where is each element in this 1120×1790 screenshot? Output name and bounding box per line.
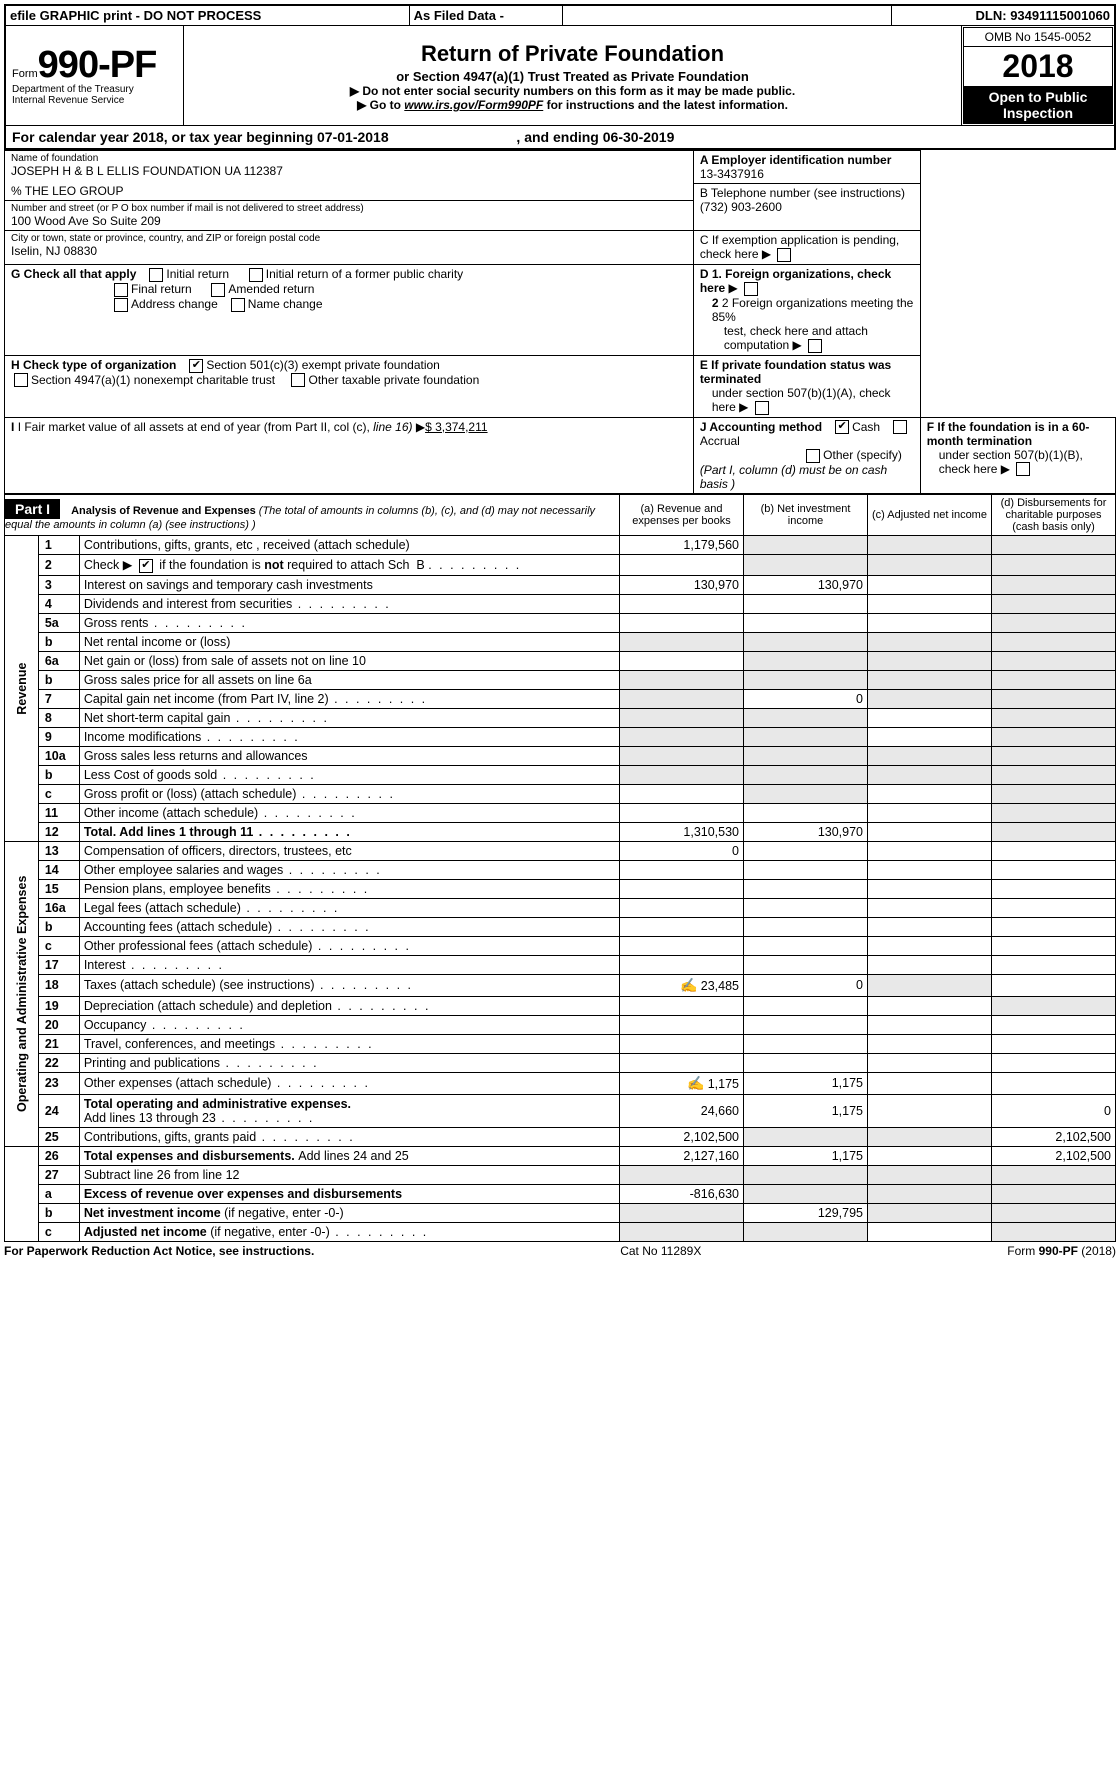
- dln: DLN: 93491115001060: [892, 5, 1115, 26]
- col-a-hdr: (a) Revenue and expenses per books: [620, 495, 744, 536]
- phone: (732) 903-2600: [700, 200, 914, 214]
- form-container: efile GRAPHIC print - DO NOT PROCESS As …: [4, 4, 1116, 150]
- col-c-hdr: (c) Adjusted net income: [868, 495, 992, 536]
- year-box: OMB No 1545-0052 2018 Open to Public Ins…: [962, 26, 1115, 125]
- revenue-label: Revenue: [5, 536, 39, 842]
- section-c: C If exemption application is pending, c…: [693, 231, 920, 265]
- cb-other-method[interactable]: [806, 449, 820, 463]
- cb-address[interactable]: [114, 298, 128, 312]
- irs-link[interactable]: www.irs.gov/Form990PF: [404, 98, 543, 112]
- part1-table: Part I Analysis of Revenue and Expenses …: [4, 494, 1116, 1242]
- cb-initial-former[interactable]: [249, 268, 263, 282]
- care-of: % THE LEO GROUP: [11, 184, 687, 198]
- attachment-icon[interactable]: ✍: [687, 1075, 704, 1092]
- paperwork-notice: For Paperwork Reduction Act Notice, see …: [4, 1244, 314, 1258]
- city-state-zip: Iselin, NJ 08830: [11, 244, 687, 258]
- cb-4947[interactable]: [14, 373, 28, 387]
- col-d-hdr: (d) Disbursements for charitable purpose…: [992, 495, 1116, 536]
- cat-no: Cat No 11289X: [620, 1244, 701, 1258]
- cb-e[interactable]: [755, 401, 769, 415]
- section-b-label: B Telephone number (see instructions): [700, 186, 914, 200]
- cb-d1[interactable]: [744, 282, 758, 296]
- section-g: G Check all that apply Initial return In…: [5, 265, 694, 356]
- section-h: H Check type of organization ✔Section 50…: [5, 355, 694, 417]
- section-e: E If private foundation status was termi…: [693, 355, 920, 417]
- identity-block: Name of foundation JOSEPH H & B L ELLIS …: [4, 150, 1116, 494]
- section-j: J Accounting method ✔Cash Accrual Other …: [693, 417, 920, 494]
- cb-amended[interactable]: [211, 283, 225, 297]
- street: 100 Wood Ave So Suite 209: [11, 214, 687, 228]
- footer: For Paperwork Reduction Act Notice, see …: [4, 1242, 1116, 1258]
- cb-accrual[interactable]: [893, 420, 907, 434]
- asfiled-label: As Filed Data -: [409, 5, 563, 26]
- efile-notice: efile GRAPHIC print - DO NOT PROCESS: [5, 5, 409, 26]
- ein: 13-3437916: [700, 167, 914, 181]
- cb-f[interactable]: [1016, 462, 1030, 476]
- cb-501c3[interactable]: ✔: [189, 359, 203, 373]
- section-a-label: A Employer identification number: [700, 153, 914, 167]
- cb-final[interactable]: [114, 283, 128, 297]
- part1-badge: Part I: [5, 499, 60, 519]
- expenses-label: Operating and Administrative Expenses: [5, 841, 39, 1146]
- form-title: Return of Private Foundation: [188, 41, 957, 67]
- cb-d2[interactable]: [808, 339, 822, 353]
- form-title-box: Return of Private Foundation or Section …: [184, 26, 962, 125]
- form-number-box: Form990-PF Department of the Treasury In…: [6, 26, 184, 125]
- checkbox-c[interactable]: [777, 248, 791, 262]
- cb-other-taxable[interactable]: [291, 373, 305, 387]
- foundation-name: JOSEPH H & B L ELLIS FOUNDATION UA 11238…: [11, 164, 687, 178]
- cb-cash[interactable]: ✔: [835, 420, 849, 434]
- section-d: D 1. Foreign organizations, check here ▶…: [693, 265, 920, 356]
- cb-name[interactable]: [231, 298, 245, 312]
- section-f: F If the foundation is in a 60-month ter…: [920, 417, 1115, 494]
- calendar-year: For calendar year 2018, or tax year begi…: [5, 126, 1115, 150]
- attachment-icon[interactable]: ✍: [680, 977, 697, 994]
- section-i: I I Fair market value of all assets at e…: [5, 417, 694, 494]
- cb-initial[interactable]: [149, 268, 163, 282]
- form-ref: Form 990-PF (2018): [1007, 1244, 1116, 1258]
- col-b-hdr: (b) Net investment income: [744, 495, 868, 536]
